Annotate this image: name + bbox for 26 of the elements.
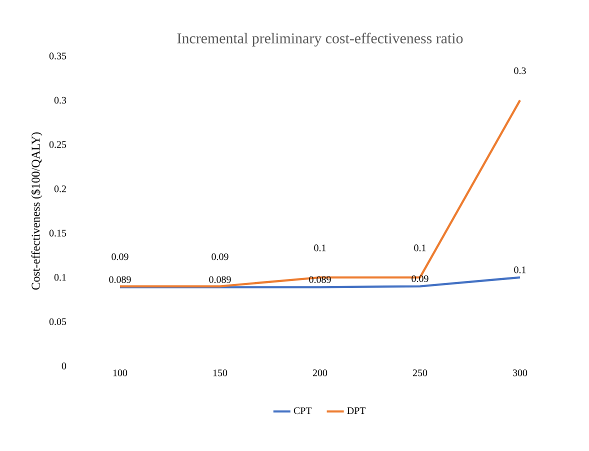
x-tick-label: 150 (213, 370, 228, 376)
y-tick-label: 0 (62, 362, 66, 370)
y-tick-label: 0.35 (49, 52, 66, 60)
data-label: 0.3 (514, 67, 526, 74)
data-label: 0.1 (514, 266, 526, 274)
x-tick-label: 200 (312, 370, 328, 376)
y-tick-label: 0.15 (49, 230, 66, 237)
data-label: 0.09 (112, 253, 128, 260)
x-tick-label: 250 (412, 370, 428, 376)
data-label: 0.089 (109, 276, 131, 283)
y-tick-label: 0.1 (54, 274, 66, 281)
data-label: 0.09 (212, 253, 228, 260)
legend-label: CPT (294, 407, 312, 414)
x-tick-label: 100 (113, 370, 128, 376)
data-label: 0.1 (314, 244, 326, 252)
data-label: 0.1 (414, 244, 426, 252)
y-tick-label: 0.25 (49, 141, 66, 148)
legend-label: DPT (347, 407, 366, 414)
y-tick-label: 0.2 (54, 185, 66, 192)
y-tick-label: 0.3 (54, 96, 66, 104)
data-label: 0.09 (412, 275, 428, 282)
y-tick-label: 0.05 (49, 318, 66, 326)
y-axis-title: Cost-effectiveness ($100/QALY) (31, 132, 42, 290)
data-label: 0.089 (209, 276, 231, 283)
chart-title: Incremental preliminary cost-effectiveness ratio (177, 32, 463, 46)
x-tick-label: 300 (513, 370, 528, 376)
